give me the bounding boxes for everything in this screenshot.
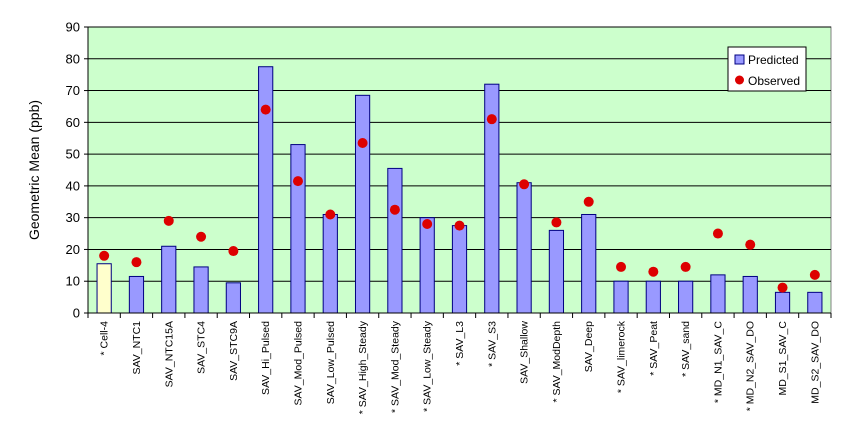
bar-predicted	[128, 275, 145, 314]
marker-observed	[648, 266, 659, 277]
legend-swatch-predicted	[734, 54, 745, 65]
bar-predicted	[710, 274, 726, 314]
x-tick-label: MD_S1_SAV_C	[777, 321, 789, 396]
legend-label-observed: Observed	[748, 74, 800, 88]
bar-predicted	[774, 291, 791, 314]
marker-observed	[616, 261, 627, 272]
y-tick-label: 10	[66, 274, 80, 289]
bar-predicted	[645, 280, 661, 314]
legend-swatch-observed	[735, 75, 744, 85]
x-tick-label: SAV_STC9A	[228, 321, 240, 381]
bar-predicted	[193, 266, 209, 314]
legend-label-predicted: Predicted	[748, 53, 799, 67]
y-tick-label: 0	[73, 306, 80, 321]
bar-predicted	[322, 213, 338, 314]
x-tick-label: * SAV_ModDepth	[551, 321, 563, 403]
x-tick-label: * SAV_L3	[454, 321, 466, 366]
x-tick-label: * SAV_High_Steady	[357, 320, 369, 414]
bar-predicted	[258, 66, 274, 314]
x-tick-label: * SAV_S3	[486, 321, 498, 367]
bar-predicted	[548, 229, 565, 314]
bar-predicted	[290, 144, 306, 314]
marker-observed	[809, 269, 820, 280]
x-tick-label: * Cell-4	[99, 321, 111, 356]
bar-predicted	[419, 217, 435, 314]
x-tick-label: SAV_Hi_Pulsed	[260, 321, 272, 395]
x-tick-label: SAV_Shallow	[519, 321, 531, 384]
bar-predicted	[678, 280, 694, 314]
marker-observed	[260, 104, 271, 115]
marker-observed	[777, 282, 788, 293]
bar-predicted	[613, 280, 629, 314]
bar-predicted	[96, 263, 112, 314]
y-tick-label: 50	[66, 147, 80, 162]
marker-observed	[745, 239, 756, 250]
marker-observed	[519, 179, 530, 190]
bar-predicted	[225, 282, 241, 314]
bar-predicted	[516, 182, 532, 314]
x-tick-label: * MD_N2_SAV_DO	[745, 321, 757, 411]
legend: Predicted Observed	[727, 46, 807, 92]
marker-observed	[454, 220, 465, 231]
marker-observed	[583, 196, 594, 207]
bar-predicted	[161, 245, 177, 314]
y-axis-label: Geometric Mean (ppb)	[26, 100, 42, 240]
x-axis: * Cell-4 SAV_NTC1 SAV_NTC15A SAV_STC4 SAV_ST…	[87, 312, 832, 414]
bar-predicted	[807, 291, 823, 314]
marker-observed	[99, 250, 110, 261]
marker-observed	[292, 176, 303, 187]
x-tick-label: SAV_Low_Pulsed	[325, 321, 337, 404]
y-tick-label: 20	[66, 242, 80, 257]
grid-lines	[88, 26, 831, 282]
marker-observed	[228, 246, 239, 257]
marker-observed	[712, 228, 723, 239]
x-tick-label: * SAV_Low_Steady	[422, 320, 434, 412]
x-tick-label: SAV_Mod_Pulsed	[292, 321, 304, 406]
marker-observed	[131, 257, 142, 268]
y-tick-label: 40	[66, 178, 80, 193]
marker-observed	[680, 261, 691, 272]
bar-predicted	[742, 275, 758, 314]
y-tick-label: 70	[66, 83, 80, 98]
marker-observed	[196, 231, 207, 242]
observed-series	[99, 104, 820, 293]
y-tick-label: 90	[66, 20, 80, 35]
marker-observed	[422, 219, 433, 230]
bar-predicted	[451, 225, 468, 314]
bar-series	[96, 66, 823, 314]
marker-observed	[486, 114, 497, 125]
x-tick-label: MD_S2_SAV_DO	[809, 321, 821, 404]
y-tick-label: 30	[66, 210, 80, 225]
x-tick-label: SAV_NTC1	[131, 321, 143, 375]
marker-observed	[325, 209, 336, 220]
x-tick-label: * SAV_Peat	[648, 321, 660, 376]
x-tick-label: * MD_N1_SAV_C	[712, 321, 724, 404]
y-tick-label: 60	[66, 115, 80, 130]
marker-observed	[163, 215, 174, 226]
x-tick-label: * SAV_sand	[680, 321, 692, 377]
x-tick-label: * SAV_limerock	[616, 320, 628, 393]
x-tick-label: SAV_NTC15A	[163, 321, 175, 387]
marker-observed	[551, 217, 562, 228]
x-tick-label: SAV_Deep	[583, 321, 595, 372]
y-axis: 0 10 20 30 40 50 60 70 80 90	[66, 20, 89, 321]
y-tick-label: 80	[66, 51, 80, 66]
bar-predicted	[581, 213, 597, 314]
bar-predicted	[354, 94, 371, 314]
x-tick-label: SAV_STC4	[196, 321, 208, 374]
x-tick-label: * SAV_Mod_Steady	[389, 320, 401, 413]
marker-observed	[357, 137, 368, 148]
marker-observed	[389, 204, 400, 215]
bar-predicted	[387, 167, 403, 314]
